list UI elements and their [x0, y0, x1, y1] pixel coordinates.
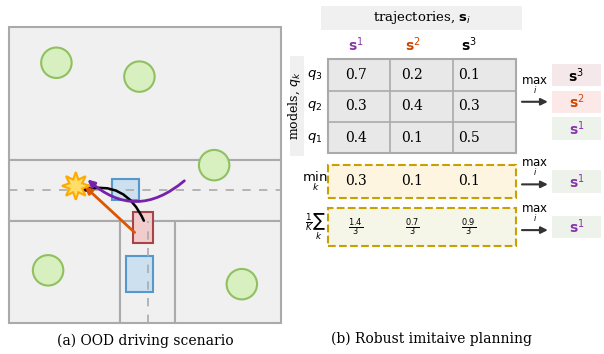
Bar — [132, 212, 153, 242]
Bar — [120, 221, 175, 323]
Text: $\frac{1}{K}\sum_k$: $\frac{1}{K}\sum_k$ — [304, 212, 326, 242]
Text: $\mathbf{s}^3$: $\mathbf{s}^3$ — [568, 66, 584, 85]
Bar — [321, 6, 522, 29]
Text: 0.1: 0.1 — [402, 175, 423, 188]
Text: 0.1: 0.1 — [458, 175, 480, 188]
Text: $\mathbf{s}^2$: $\mathbf{s}^2$ — [405, 35, 420, 53]
Circle shape — [199, 150, 230, 181]
Bar — [112, 179, 140, 200]
Text: 0.7: 0.7 — [345, 68, 367, 82]
Bar — [552, 64, 601, 86]
Text: 0.3: 0.3 — [345, 175, 367, 188]
Bar — [327, 165, 516, 198]
Text: $\max_i$: $\max_i$ — [521, 204, 548, 224]
Text: $\max_i$: $\max_i$ — [521, 158, 548, 178]
Circle shape — [41, 47, 72, 78]
Text: $\frac{0.9}{3}$: $\frac{0.9}{3}$ — [461, 216, 477, 238]
Text: $\frac{1.4}{3}$: $\frac{1.4}{3}$ — [349, 216, 364, 238]
Text: $\mathbf{s}^1$: $\mathbf{s}^1$ — [348, 35, 364, 53]
Bar — [9, 221, 120, 323]
Bar — [9, 27, 281, 160]
Text: $\min_k$: $\min_k$ — [302, 170, 328, 193]
Text: $\max_i$: $\max_i$ — [521, 76, 548, 96]
Bar — [327, 208, 516, 246]
Polygon shape — [62, 172, 89, 200]
Text: 0.1: 0.1 — [402, 131, 423, 145]
Bar — [552, 216, 601, 238]
Text: $\frac{0.7}{3}$: $\frac{0.7}{3}$ — [405, 216, 420, 238]
Bar — [290, 56, 304, 156]
Bar — [126, 257, 153, 292]
Text: trajectories, $\mathbf{s}_i$: trajectories, $\mathbf{s}_i$ — [373, 9, 471, 26]
Text: $q_2$: $q_2$ — [307, 99, 323, 113]
Text: $\mathbf{s}^3$: $\mathbf{s}^3$ — [461, 35, 477, 53]
Circle shape — [124, 61, 155, 92]
Text: 0.3: 0.3 — [458, 99, 480, 113]
Text: $q_1$: $q_1$ — [307, 131, 323, 145]
Bar — [552, 91, 601, 113]
Bar — [327, 59, 516, 153]
Circle shape — [33, 255, 63, 286]
Text: $\mathbf{s}^1$: $\mathbf{s}^1$ — [568, 119, 584, 138]
Text: $\mathbf{s}^1$: $\mathbf{s}^1$ — [568, 218, 584, 236]
Text: $q_3$: $q_3$ — [307, 68, 323, 82]
Text: $\mathbf{s}^1$: $\mathbf{s}^1$ — [568, 172, 584, 191]
Bar — [552, 117, 601, 139]
Text: 0.4: 0.4 — [402, 99, 423, 113]
Text: (b) Robust imitaive planning: (b) Robust imitaive planning — [331, 332, 532, 347]
Bar — [175, 221, 281, 323]
Text: $\mathbf{s}^2$: $\mathbf{s}^2$ — [568, 92, 584, 111]
Circle shape — [226, 269, 257, 299]
Bar — [552, 170, 601, 193]
Text: 0.1: 0.1 — [458, 68, 480, 82]
Text: models, $q_k$: models, $q_k$ — [286, 72, 303, 141]
Text: 0.5: 0.5 — [458, 131, 480, 145]
Text: 0.2: 0.2 — [402, 68, 423, 82]
Text: 0.3: 0.3 — [345, 99, 367, 113]
Bar — [9, 160, 281, 221]
Text: (a) OOD driving scenario: (a) OOD driving scenario — [57, 334, 233, 348]
Text: 0.4: 0.4 — [345, 131, 367, 145]
